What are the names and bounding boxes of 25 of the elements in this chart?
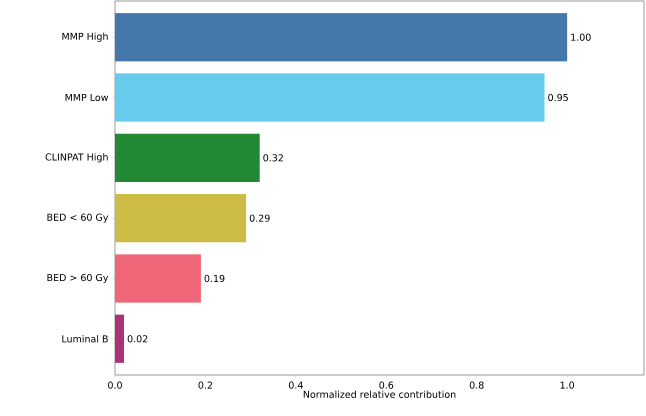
y-tick-label: MMP High (62, 32, 108, 42)
x-tick-label: 0.2 (198, 382, 212, 389)
data-label: 0.29 (250, 214, 270, 222)
data-label: 0.02 (128, 335, 148, 342)
bar (115, 254, 201, 303)
x-tick-label: 1.0 (560, 382, 574, 389)
y-tick-label: BED < 60 Gy (47, 214, 108, 223)
data-label: 0.95 (548, 94, 568, 102)
data-label: 1.00 (571, 34, 591, 41)
x-tick-label: 0.4 (288, 382, 303, 389)
bar (115, 73, 545, 122)
bar (115, 194, 246, 242)
y-tick-label: BED > 60 Gy (47, 274, 108, 283)
bar (115, 134, 260, 182)
x-tick-label: 0.6 (379, 382, 394, 389)
data-label: 0.19 (204, 274, 224, 282)
y-tick-label: CLINPAT High (46, 153, 108, 162)
y-tick-label: MMP Low (66, 94, 108, 102)
y-tick-label: Luminal B (62, 335, 108, 342)
bar (115, 13, 568, 62)
x-tick-label: 0.8 (470, 382, 484, 389)
x-tick-label: 0.0 (108, 382, 122, 389)
x-axis-title: Normalized relative contribution (304, 390, 456, 398)
data-label: 0.32 (263, 154, 283, 162)
bar (115, 314, 124, 363)
